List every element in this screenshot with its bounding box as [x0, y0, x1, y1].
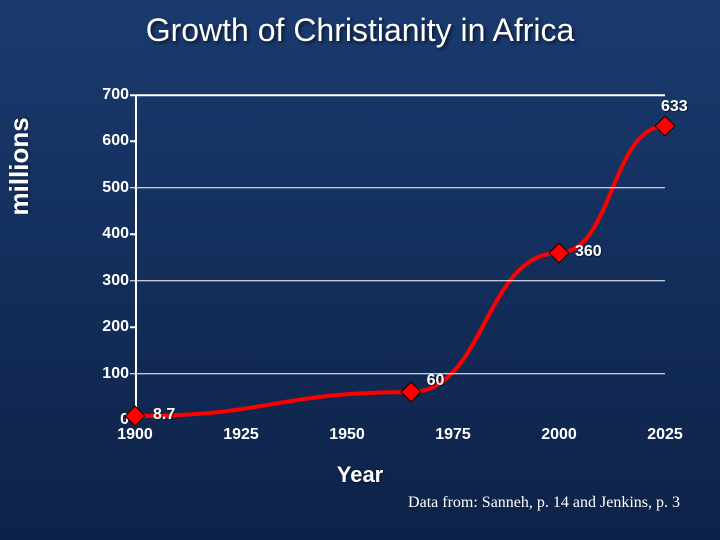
- chart-title: Growth of Christianity in Africa: [0, 12, 720, 49]
- y-tick-label: 300: [102, 272, 129, 290]
- gridline: [135, 187, 665, 189]
- y-tick-mark: [130, 141, 135, 143]
- data-source-text: Data from: Sanneh, p. 14 and Jenkins, p.…: [408, 494, 680, 512]
- x-tick-label: 1900: [117, 426, 153, 444]
- data-label: 633: [661, 98, 688, 116]
- y-tick-label: 700: [102, 86, 129, 104]
- y-tick-label: 500: [102, 179, 129, 197]
- x-axis-label: Year: [0, 462, 720, 488]
- x-tick-label: 1975: [435, 426, 471, 444]
- chart-area: 0100200300400500600700190019251950197520…: [135, 95, 665, 420]
- x-tick-label: 1925: [223, 426, 259, 444]
- y-tick-label: 100: [102, 365, 129, 383]
- y-tick-label: 200: [102, 318, 129, 336]
- y-tick-label: 400: [102, 225, 129, 243]
- x-tick-label: 2000: [541, 426, 577, 444]
- y-tick-mark: [130, 326, 135, 328]
- y-tick-label: 600: [102, 132, 129, 150]
- y-tick-mark: [130, 234, 135, 236]
- data-label: 60: [427, 372, 445, 390]
- plot-region: 0100200300400500600700190019251950197520…: [135, 95, 665, 420]
- gridline: [135, 280, 665, 282]
- y-axis-label: millions: [4, 117, 35, 215]
- gridline: [135, 373, 665, 375]
- data-label: 8.7: [153, 406, 175, 424]
- data-label: 360: [575, 243, 602, 261]
- x-tick-label: 2025: [647, 426, 683, 444]
- gridline: [135, 94, 665, 96]
- x-tick-label: 1950: [329, 426, 365, 444]
